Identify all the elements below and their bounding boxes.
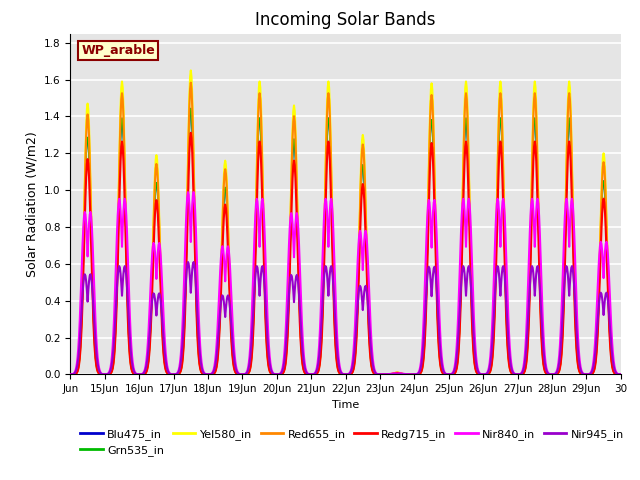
Y-axis label: Solar Radiation (W/m2): Solar Radiation (W/m2) [26,131,38,277]
Legend: Blu475_in, Grn535_in, Yel580_in, Red655_in, Redg715_in, Nir840_in, Nir945_in: Blu475_in, Grn535_in, Yel580_in, Red655_… [76,424,628,460]
Title: Incoming Solar Bands: Incoming Solar Bands [255,11,436,29]
X-axis label: Time: Time [332,400,359,409]
Text: WP_arable: WP_arable [81,44,155,57]
